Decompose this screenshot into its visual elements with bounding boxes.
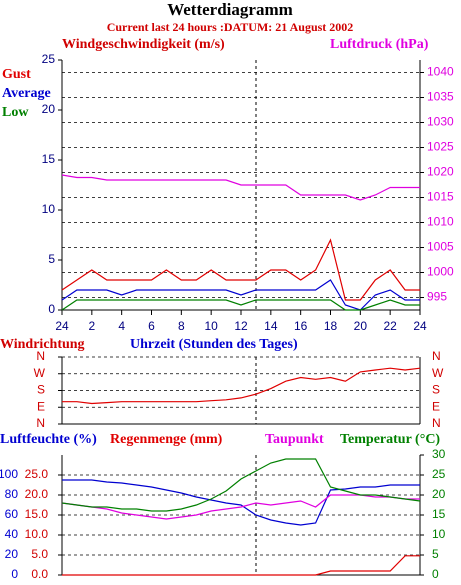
legend-entry: Average [2, 86, 51, 101]
y-tick-label: 100 [0, 467, 18, 481]
series-line [62, 479, 420, 526]
y2-tick-label: 10 [432, 527, 446, 541]
chart-title: Wetterdiagramm [167, 0, 293, 19]
y3-tick-label: 10.0 [25, 527, 49, 541]
x-tick-label: 22 [383, 319, 397, 333]
series-line [61, 458, 421, 512]
y-axis-title: Windrichtung [0, 337, 85, 352]
x-tick-label: 10 [204, 319, 218, 333]
y2-tick-label: 1020 [427, 165, 454, 179]
x-tick-label: 2 [88, 319, 95, 333]
y3-tick-label: 15.0 [25, 507, 49, 521]
y2-tick-label: 1040 [427, 65, 454, 79]
y-tick-label: 10 [42, 202, 56, 216]
x-tick-label: 20 [354, 319, 368, 333]
y2-tick-label: 1030 [427, 115, 454, 129]
legend-entry: Temperatur (°C) [340, 432, 440, 447]
series-line [61, 174, 420, 201]
y2-tick-label: 1000 [427, 265, 454, 279]
y2-tick-label: 1015 [427, 190, 454, 204]
x-tick-label: 8 [178, 319, 185, 333]
y2-tick-label: 30 [432, 447, 446, 461]
y-tick-label: 15 [42, 152, 56, 166]
y-tick-label: W [34, 366, 46, 380]
y3-tick-label: 20.0 [25, 487, 49, 501]
y-tick-label: N [36, 349, 45, 363]
legend-entry: Taupunkt [265, 432, 324, 447]
y-tick-label: 0 [48, 302, 55, 316]
y-tick-label: 20 [5, 547, 19, 561]
y-tick-label: N [432, 349, 441, 363]
y2-axis-title: Luftdruck (hPa) [330, 37, 429, 52]
y2-tick-label: 20 [432, 487, 446, 501]
y2-tick-label: 995 [427, 290, 447, 304]
y-tick-label: E [37, 399, 45, 413]
series-line [61, 299, 420, 311]
y-tick-label: N [432, 416, 441, 430]
y2-tick-label: 25 [432, 467, 446, 481]
x-axis-title: Uhrzeit (Stunden des Tages) [130, 337, 298, 352]
x-tick-label: 24 [55, 319, 69, 333]
y-tick-label: W [432, 366, 444, 380]
y2-tick-label: 5 [432, 547, 439, 561]
y-tick-label: 40 [5, 527, 19, 541]
x-tick-label: 16 [294, 319, 308, 333]
y-tick-label: 5 [48, 252, 55, 266]
series-line [62, 555, 420, 576]
y-tick-label: 60 [5, 507, 19, 521]
x-tick-label: 24 [413, 319, 427, 333]
legend-entry: Gust [2, 67, 31, 82]
chart-subtitle: Current last 24 hours :DATUM: 21 August … [107, 20, 354, 34]
x-tick-label: 6 [148, 319, 155, 333]
y-tick-label: 80 [5, 487, 19, 501]
x-tick-label: 14 [264, 319, 278, 333]
y3-tick-label: 5.0 [31, 547, 48, 561]
y2-tick-label: 1025 [427, 140, 454, 154]
series-line [62, 367, 421, 405]
y-tick-label: N [36, 416, 45, 430]
x-tick-label: 4 [118, 319, 125, 333]
y3-tick-label: 25.0 [25, 467, 49, 481]
series-line [61, 238, 420, 301]
legend-entry: Luftfeuchte (%) [0, 432, 97, 447]
x-tick-label: 12 [234, 319, 248, 333]
y3-tick-label: 0.0 [31, 567, 48, 581]
y-tick-label: S [37, 383, 45, 397]
y2-tick-label: 1035 [427, 90, 454, 104]
y-tick-label: E [432, 399, 440, 413]
y2-tick-label: 15 [432, 507, 446, 521]
y-tick-label: 25 [42, 52, 56, 66]
y-tick-label: S [432, 383, 440, 397]
y2-tick-label: 1005 [427, 240, 454, 254]
y-tick-label: 0 [11, 567, 18, 581]
y-tick-label: 20 [42, 102, 56, 116]
y-axis-title: Windgeschwindigkeit (m/s) [62, 37, 225, 52]
y2-tick-label: 1010 [427, 215, 454, 229]
x-tick-label: 18 [324, 319, 338, 333]
y2-tick-label: 0 [432, 567, 439, 581]
legend-entry: Low [2, 105, 29, 120]
legend-entry: Regenmenge (mm) [110, 432, 223, 447]
